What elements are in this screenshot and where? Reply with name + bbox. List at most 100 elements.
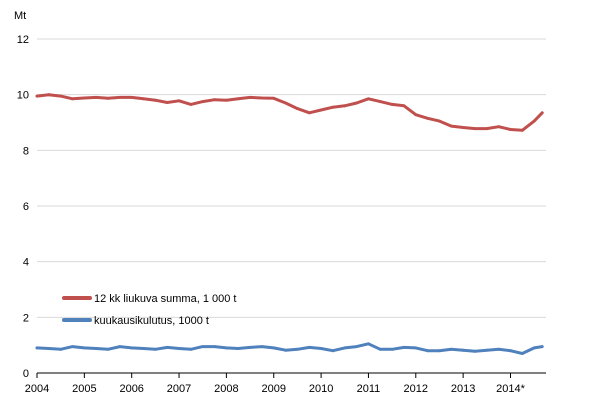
data-point [473, 127, 477, 130]
x-tick-label: 2010 [309, 383, 333, 395]
data-point [343, 346, 347, 350]
series-line-2 [35, 342, 544, 355]
data-point [355, 101, 358, 105]
data-point [142, 347, 145, 350]
data-point [461, 348, 465, 352]
x-tick-label: 2013 [451, 383, 475, 395]
data-point [225, 346, 228, 350]
y-tick-label: 10 [17, 90, 29, 102]
data-point [540, 111, 544, 115]
data-point [130, 96, 134, 99]
data-point [402, 346, 406, 349]
data-point [414, 113, 418, 117]
y-tick-label: 0 [23, 368, 29, 380]
x-axis-ticks: 2004 2005 2006 2007 2008 2009 2010 2011 2012 2013… [25, 373, 526, 395]
data-point [426, 349, 429, 353]
data-point [449, 347, 453, 351]
data-point [319, 347, 323, 350]
data-point [35, 346, 39, 350]
x-tick-label: 2004 [25, 383, 49, 395]
data-point [106, 347, 110, 351]
data-point [532, 119, 536, 123]
data-point [390, 103, 394, 106]
data-point [355, 345, 358, 348]
data-point [248, 96, 252, 99]
data-point [402, 104, 406, 108]
data-point [520, 352, 524, 355]
data-point [59, 347, 63, 351]
data-point [118, 345, 122, 348]
data-point [213, 345, 217, 348]
y-tick-label: 2 [23, 312, 29, 324]
data-point [272, 96, 276, 100]
data-point [236, 97, 240, 101]
data-point [130, 346, 134, 350]
data-point [509, 349, 512, 353]
y-axis-label: Mt [14, 10, 26, 22]
data-point [319, 108, 323, 112]
x-tick-label: 2014* [496, 383, 525, 395]
data-point [497, 347, 501, 351]
x-tick-label: 2009 [262, 383, 286, 395]
data-point [520, 128, 524, 132]
y-tick-label: 8 [23, 145, 29, 157]
data-point [473, 349, 477, 353]
data-point [307, 111, 311, 115]
data-point [201, 100, 205, 103]
data-point [367, 342, 370, 346]
data-point [71, 97, 74, 101]
data-point [213, 98, 217, 102]
x-tick-label: 2012 [404, 383, 428, 395]
data-point [236, 347, 240, 350]
data-point [497, 125, 501, 129]
y-tick-label: 12 [17, 34, 29, 46]
data-point [260, 96, 264, 100]
data-point [331, 105, 335, 109]
series-lines [35, 93, 544, 355]
data-point [35, 94, 39, 98]
x-tick-label: 2007 [167, 383, 191, 395]
data-point [47, 347, 51, 350]
data-point [449, 124, 453, 128]
x-tick-label: 2005 [72, 383, 96, 395]
data-point [307, 346, 311, 349]
data-point [106, 96, 110, 100]
series-line-1 [35, 93, 544, 132]
data-point [438, 349, 441, 353]
legend-label-series-1: 12 kk liukuva summa, 1 000 t [94, 293, 236, 305]
data-point [118, 96, 122, 99]
data-point [165, 346, 169, 349]
gridlines [37, 38, 546, 318]
data-point [260, 345, 264, 348]
data-point [378, 347, 382, 351]
data-point [248, 346, 252, 349]
data-point [47, 93, 51, 97]
x-tick-label: 2011 [357, 383, 381, 395]
data-point [296, 107, 299, 110]
data-point [367, 97, 370, 101]
data-point [225, 98, 228, 102]
data-point [71, 345, 74, 348]
data-point [426, 116, 429, 120]
data-point [82, 96, 86, 100]
data-point [331, 349, 335, 353]
legend-label-series-2: kuukausikulutus, 1000 t [94, 315, 209, 327]
data-point [272, 346, 276, 350]
data-point [189, 103, 193, 106]
data-point [414, 346, 418, 350]
data-point [284, 101, 287, 105]
data-point [94, 96, 98, 99]
data-point [165, 101, 169, 104]
data-point [201, 345, 205, 348]
data-point [532, 346, 536, 350]
y-axis-ticks: 0 2 4 6 8 10 12 [17, 34, 29, 380]
data-point [390, 347, 394, 351]
data-point [378, 100, 382, 103]
x-tick-label: 2008 [214, 383, 238, 395]
x-tick-label: 2006 [119, 383, 143, 395]
data-point [461, 126, 465, 129]
legend: 12 kk liukuva summa, 1 000 t kuukausikul… [62, 293, 236, 327]
y-tick-label: 4 [23, 257, 29, 269]
data-point [154, 98, 157, 102]
data-point [284, 348, 287, 352]
